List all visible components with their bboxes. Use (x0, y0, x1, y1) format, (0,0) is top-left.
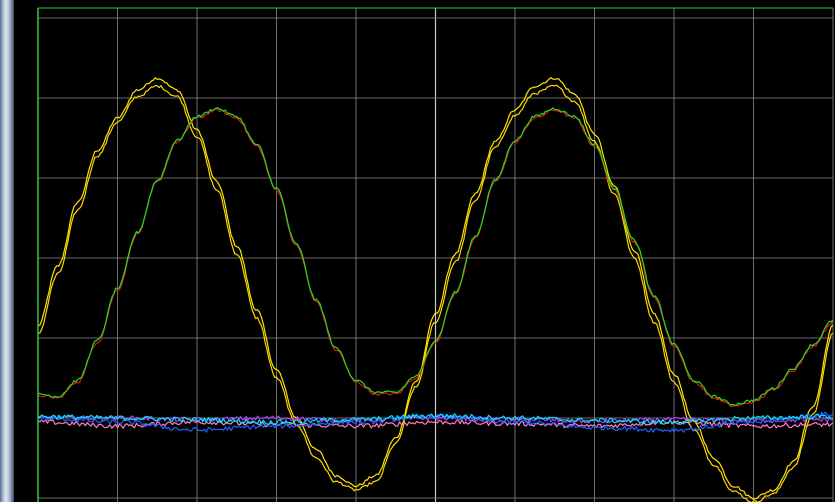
window-left-edge (0, 0, 14, 502)
waveform-trace-1 (37, 76, 834, 500)
series-group (37, 76, 834, 502)
waveform-trace-8 (37, 413, 834, 425)
waveform-trace-2 (37, 84, 834, 502)
waveform-trace-4 (37, 107, 834, 407)
waveform-trace-5 (37, 419, 834, 429)
waveform-trace-7 (37, 411, 834, 433)
